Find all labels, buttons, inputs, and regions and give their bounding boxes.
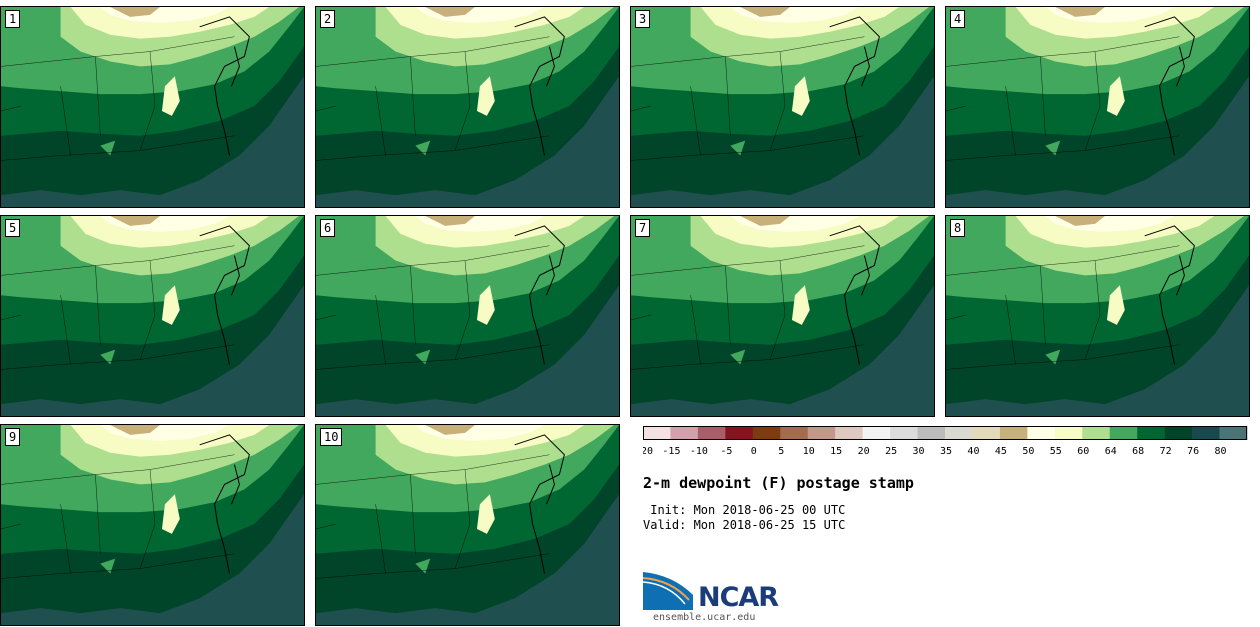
dewpoint-map xyxy=(316,216,619,416)
member-label: 1 xyxy=(5,10,21,28)
color-bar-tick-label: 45 xyxy=(995,446,1007,456)
color-bar-tick-label: 60 xyxy=(1077,446,1089,456)
color-bar-tick-label: -15 xyxy=(662,446,680,456)
color-bar-tick-label: 30 xyxy=(913,446,925,456)
member-label: 5 xyxy=(5,219,21,237)
dewpoint-map xyxy=(631,216,934,416)
color-bar-tick-label: 50 xyxy=(1022,446,1034,456)
color-bin xyxy=(890,426,918,440)
color-bar-tick-label: 80 xyxy=(1215,446,1227,456)
color-bar-tick-label: 40 xyxy=(967,446,979,456)
dewpoint-map xyxy=(946,7,1249,207)
stamp-panel-2: 2 xyxy=(315,6,620,208)
member-label: 6 xyxy=(320,219,336,237)
dewpoint-map xyxy=(316,425,619,625)
stamp-panel-10: 10 xyxy=(315,424,620,626)
color-bar-frame xyxy=(643,426,1247,440)
stamp-panel-5: 5 xyxy=(0,215,305,417)
color-bin xyxy=(972,426,1001,440)
color-bar-tick-label: 0 xyxy=(751,446,757,456)
color-bin xyxy=(807,426,836,440)
color-bin xyxy=(643,426,671,440)
ncar-logo-icon xyxy=(643,572,693,610)
color-bar-tick-label: 64 xyxy=(1105,446,1117,456)
color-bar-tick-label: 15 xyxy=(830,446,842,456)
stamp-panel-7: 7 xyxy=(630,215,935,417)
color-bin xyxy=(670,426,699,440)
color-bin xyxy=(752,426,781,440)
color-bin xyxy=(1109,426,1138,440)
color-bin xyxy=(862,426,891,440)
dewpoint-map xyxy=(1,7,304,207)
dewpoint-map xyxy=(1,216,304,416)
stamp-panel-3: 3 xyxy=(630,6,935,208)
color-bin xyxy=(945,426,973,440)
member-label: 3 xyxy=(635,10,651,28)
color-bin xyxy=(1054,426,1083,440)
site-url: ensemble.ucar.edu xyxy=(653,612,756,623)
member-label: 7 xyxy=(635,219,651,237)
member-label: 9 xyxy=(5,428,21,446)
color-bar-tick-label: 35 xyxy=(940,446,952,456)
color-bin xyxy=(1027,426,1056,440)
stamp-panel-9: 9 xyxy=(0,424,305,626)
color-bar-tick-label: 76 xyxy=(1187,446,1199,456)
valid-time: Valid: Mon 2018-06-25 15 UTC xyxy=(643,518,846,532)
member-label: 4 xyxy=(950,10,966,28)
color-bin xyxy=(697,426,726,440)
chart-title: 2-m dewpoint (F) postage stamp xyxy=(643,474,914,492)
stamp-panel-6: 6 xyxy=(315,215,620,417)
color-bar-tick-label: 25 xyxy=(885,446,897,456)
color-bin xyxy=(725,426,754,440)
color-bar-tick-label: 55 xyxy=(1050,446,1062,456)
dewpoint-map xyxy=(946,216,1249,416)
dewpoint-map xyxy=(1,425,304,625)
color-bar-tick-label: -10 xyxy=(690,446,708,456)
color-bin xyxy=(1082,426,1111,440)
color-bar-tick-label: 5 xyxy=(778,446,784,456)
member-label: 2 xyxy=(320,10,336,28)
stamp-panel-4: 4 xyxy=(945,6,1250,208)
dewpoint-map xyxy=(631,7,934,207)
color-bin xyxy=(780,426,809,440)
color-bar: -20 -15 -10 -5 0 5 10 15 20 25 30 35 40 45 50 55 60 64 68 7… xyxy=(643,426,1248,456)
color-bin xyxy=(835,426,863,440)
color-bar-tick-label: -20 xyxy=(643,446,653,456)
ncar-logo-text: NCAR xyxy=(698,582,779,613)
color-bar-tick-label: -5 xyxy=(720,446,732,456)
member-label: 8 xyxy=(950,219,966,237)
member-label: 10 xyxy=(320,428,343,446)
color-bin xyxy=(1192,426,1220,440)
color-bin xyxy=(917,426,946,440)
color-bar-tick-label: 68 xyxy=(1132,446,1144,456)
color-bin xyxy=(1164,426,1193,440)
color-bin xyxy=(999,426,1028,440)
init-time: Init: Mon 2018-06-25 00 UTC xyxy=(643,503,846,517)
color-bar-tick-label: 10 xyxy=(803,446,815,456)
color-bin xyxy=(1219,426,1248,440)
color-bar-tick-label: 20 xyxy=(858,446,870,456)
stamp-panel-1: 1 xyxy=(0,6,305,208)
stamp-panel-8: 8 xyxy=(945,215,1250,417)
dewpoint-map xyxy=(316,7,619,207)
color-bar-tick-label: 72 xyxy=(1160,446,1172,456)
color-bin xyxy=(1137,426,1165,440)
